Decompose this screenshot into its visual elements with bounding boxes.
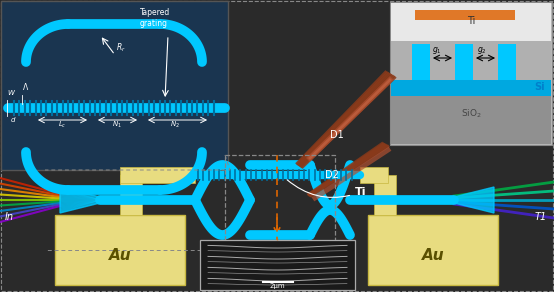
- Bar: [391, 3, 551, 41]
- Bar: [120, 175, 142, 215]
- Bar: [390, 2, 552, 145]
- Text: $\mathrm{SiO_2}$: $\mathrm{SiO_2}$: [460, 108, 481, 121]
- Text: Si: Si: [534, 82, 545, 92]
- Bar: [1, 1, 228, 170]
- Bar: [374, 175, 396, 215]
- Text: Tapered: Tapered: [140, 8, 170, 17]
- Bar: [225, 155, 335, 250]
- Bar: [200, 240, 355, 290]
- Text: D1: D1: [330, 130, 343, 140]
- Bar: [391, 96, 551, 144]
- Text: Ti: Ti: [467, 16, 475, 26]
- Text: Au: Au: [422, 248, 444, 263]
- Bar: [455, 44, 473, 80]
- Text: $\Lambda$: $\Lambda$: [22, 81, 29, 92]
- Bar: [55, 215, 185, 285]
- Text: Ti: Ti: [287, 180, 367, 197]
- Text: Au: Au: [109, 248, 131, 263]
- Text: 2μm: 2μm: [270, 283, 285, 289]
- Bar: [360, 167, 388, 183]
- Text: $W$: $W$: [7, 88, 16, 97]
- Text: In: In: [5, 212, 14, 222]
- Polygon shape: [60, 187, 100, 213]
- Bar: [391, 80, 551, 96]
- Text: T1: T1: [535, 212, 547, 222]
- Bar: [498, 44, 516, 80]
- Text: D2: D2: [325, 170, 339, 180]
- Bar: [391, 41, 551, 99]
- Bar: [415, 10, 515, 20]
- Text: $N_1$: $N_1$: [112, 120, 122, 130]
- Bar: [412, 44, 430, 80]
- Text: $R_r$: $R_r$: [116, 41, 126, 53]
- Text: $g_2$: $g_2$: [477, 45, 487, 56]
- Text: $d$: $d$: [10, 115, 17, 124]
- Text: grating: grating: [140, 19, 168, 28]
- Text: $L_c$: $L_c$: [58, 120, 66, 130]
- Text: $N_2$: $N_2$: [170, 120, 180, 130]
- Bar: [368, 215, 498, 285]
- Bar: [120, 167, 195, 183]
- Text: $g_1$: $g_1$: [432, 45, 442, 56]
- Polygon shape: [454, 187, 494, 213]
